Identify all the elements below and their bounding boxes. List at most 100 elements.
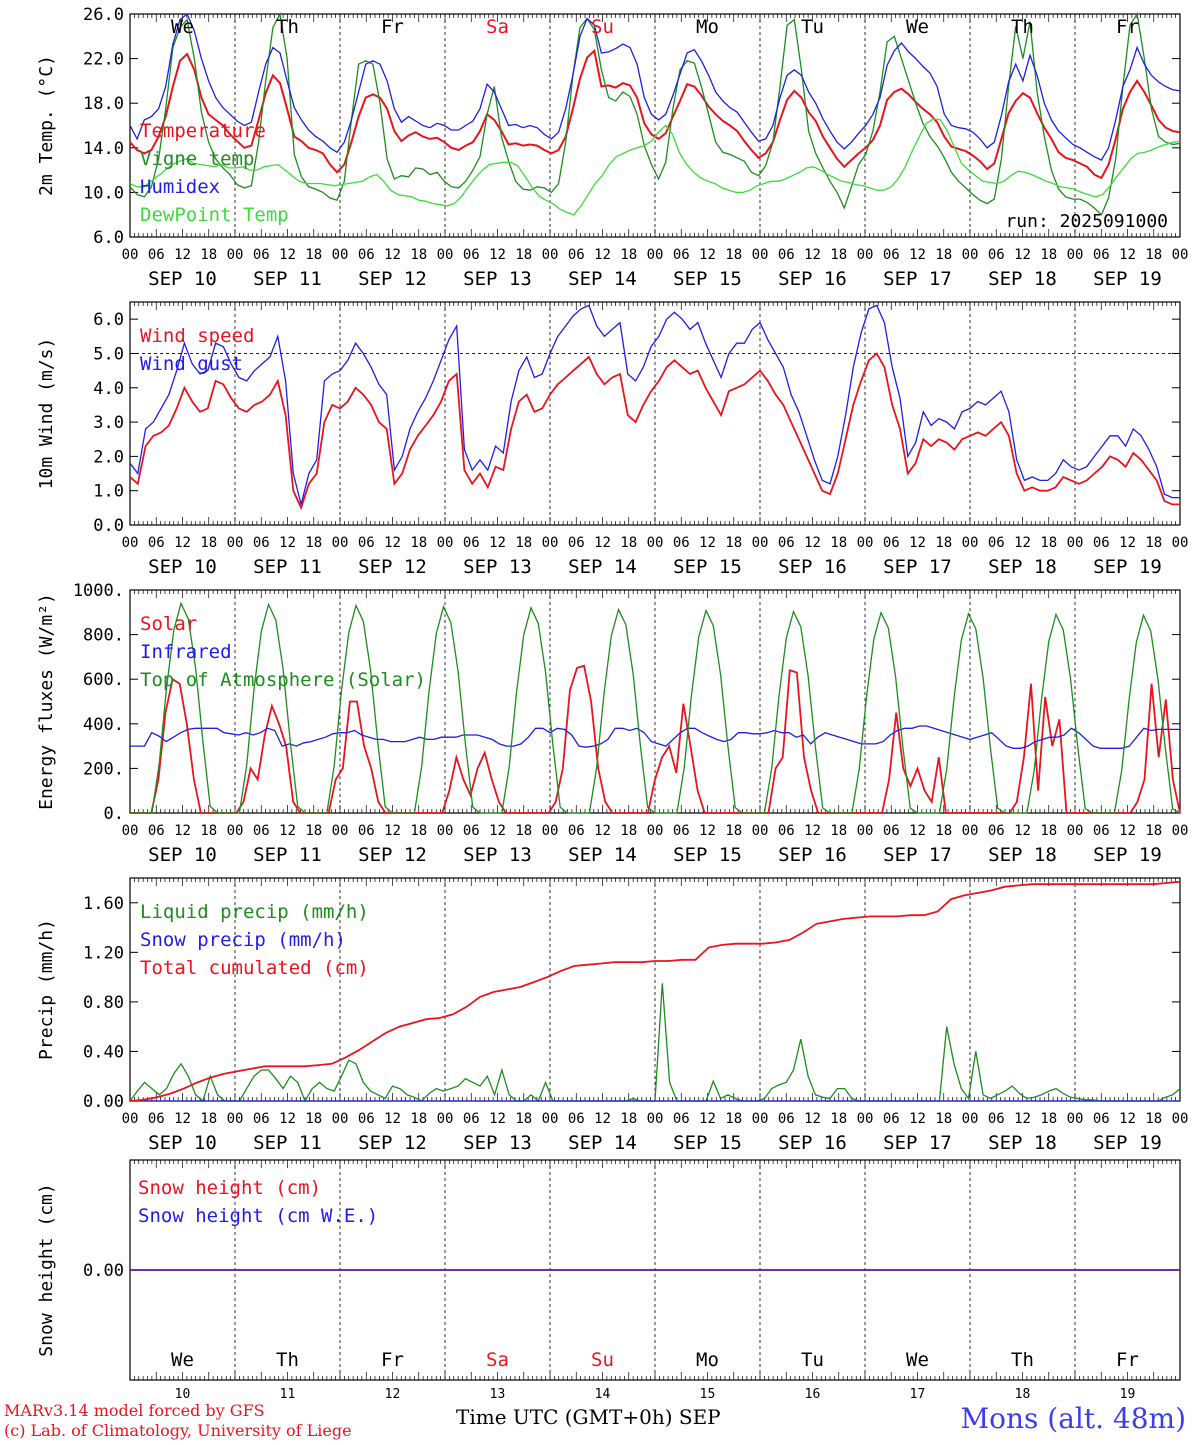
hour-label: 06 [463, 535, 480, 551]
hour-label: 00 [542, 823, 559, 839]
hour-label: 18 [515, 247, 532, 263]
hour-label: 00 [857, 1111, 874, 1127]
panel-1: 6.0 10.0 14.0 18.0 22.0 26.0 2m Temp. (°C) Temp… [36, 5, 1188, 290]
hour-label: 18 [410, 823, 427, 839]
hour-label: 12 [699, 1111, 716, 1127]
hour-label: 06 [1093, 823, 1110, 839]
hour-label: 06 [148, 535, 165, 551]
weekday-label: We [171, 16, 194, 38]
hour-label: 12 [489, 247, 506, 263]
hour-label: 12 [699, 535, 716, 551]
hour-label: 18 [305, 823, 322, 839]
hour-label: 06 [778, 535, 795, 551]
legend-entry: Temperature [140, 120, 266, 142]
hour-label: 00 [647, 1111, 664, 1127]
date-label: SEP 11 [253, 1132, 322, 1154]
hour-label: 12 [1119, 535, 1136, 551]
hour-label: 00 [1067, 823, 1084, 839]
hour-label: 12 [804, 823, 821, 839]
hour-label: 00 [1172, 535, 1189, 551]
hour-label: 12 [174, 1111, 191, 1127]
series-line-infrared [130, 725, 1180, 749]
hour-label: 06 [883, 823, 900, 839]
hour-label: 18 [620, 823, 637, 839]
hour-label: 06 [358, 247, 375, 263]
hour-label: 18 [935, 535, 952, 551]
hour-label: 12 [384, 247, 401, 263]
lab-credit: (c) Lab. of Climatology, University of L… [4, 1421, 352, 1440]
weekday-label: We [906, 1349, 929, 1371]
day-number-label: 16 [805, 1387, 821, 1402]
hour-label: 18 [515, 535, 532, 551]
hour-label: 06 [463, 823, 480, 839]
time-label: Time UTC (GMT+0h) [456, 1405, 673, 1429]
y-tick-label: 0.80 [83, 993, 124, 1013]
x-axis-label: Time UTC (GMT+0h) SEP [456, 1405, 721, 1429]
legend-entry: Total cumulated (cm) [140, 957, 369, 979]
hour-label: 00 [857, 823, 874, 839]
hour-label: 00 [1172, 1111, 1189, 1127]
hour-label: 18 [830, 535, 847, 551]
hour-label: 18 [725, 823, 742, 839]
hour-label: 12 [909, 247, 926, 263]
hour-label: 00 [962, 823, 979, 839]
date-label: SEP 18 [988, 1132, 1057, 1154]
hour-label: 12 [279, 1111, 296, 1127]
y-tick-label: 10.0 [83, 183, 124, 203]
date-label: SEP 14 [568, 844, 637, 866]
hour-label: 00 [437, 823, 454, 839]
y-tick-label: 4.0 [93, 379, 124, 399]
hour-label: 12 [1119, 247, 1136, 263]
hour-label: 06 [1093, 535, 1110, 551]
hour-label: 00 [332, 823, 349, 839]
hour-label: 12 [1014, 535, 1031, 551]
hour-label: 12 [594, 535, 611, 551]
hour-label: 00 [752, 1111, 769, 1127]
date-label: SEP 15 [673, 268, 742, 290]
hour-label: 00 [437, 1111, 454, 1127]
series-line-top-of-atmosphere-solar- [130, 601, 1181, 814]
hour-label: 18 [830, 823, 847, 839]
hour-label: 06 [253, 247, 270, 263]
hour-label: 18 [515, 823, 532, 839]
hour-label: 06 [778, 823, 795, 839]
panel-3: 0. 200. 400. 600. 800. 1000. Energy fluxes (W/… [36, 581, 1188, 866]
y-tick-label: 6.0 [93, 228, 124, 248]
hour-label: 12 [804, 535, 821, 551]
hour-label: 00 [542, 247, 559, 263]
day-number-label: 12 [385, 1387, 401, 1402]
day-number-label: 17 [910, 1387, 926, 1402]
date-label: SEP 19 [1093, 268, 1162, 290]
hour-label: 18 [1040, 535, 1057, 551]
series-line-humidex [129, 12, 1181, 161]
hour-label: 00 [437, 535, 454, 551]
hour-label: 06 [673, 247, 690, 263]
y-tick-label: 0.40 [83, 1042, 124, 1062]
hour-label: 06 [148, 247, 165, 263]
hour-label: 06 [148, 823, 165, 839]
hour-label: 06 [358, 823, 375, 839]
day-number-label: 19 [1120, 1387, 1136, 1402]
hour-label: 06 [253, 823, 270, 839]
date-label: SEP 16 [778, 268, 847, 290]
weekday-label: Th [1011, 16, 1034, 38]
hour-label: 00 [752, 823, 769, 839]
hour-label: 18 [620, 247, 637, 263]
hour-label: 00 [122, 247, 139, 263]
date-label: SEP 10 [148, 556, 217, 578]
panel-2: 0.0 1.0 2.0 3.0 4.0 5.0 6.0 10m Wind (m/s) Wind … [36, 301, 1189, 578]
legend-entry: Top of Atmosphere (Solar) [140, 669, 426, 691]
weekday-label: We [906, 16, 929, 38]
hour-label: 06 [463, 1111, 480, 1127]
hour-label: 18 [1040, 823, 1057, 839]
hour-label: 06 [358, 1111, 375, 1127]
hour-label: 12 [1014, 1111, 1031, 1127]
weekday-label: Fr [381, 1349, 404, 1371]
hour-label: 00 [1172, 823, 1189, 839]
date-label: SEP 13 [463, 1132, 532, 1154]
hour-label: 00 [647, 247, 664, 263]
hour-label: 00 [227, 535, 244, 551]
y-tick-label: 600. [83, 670, 124, 690]
hour-label: 00 [1172, 247, 1189, 263]
date-label: SEP 14 [568, 1132, 637, 1154]
